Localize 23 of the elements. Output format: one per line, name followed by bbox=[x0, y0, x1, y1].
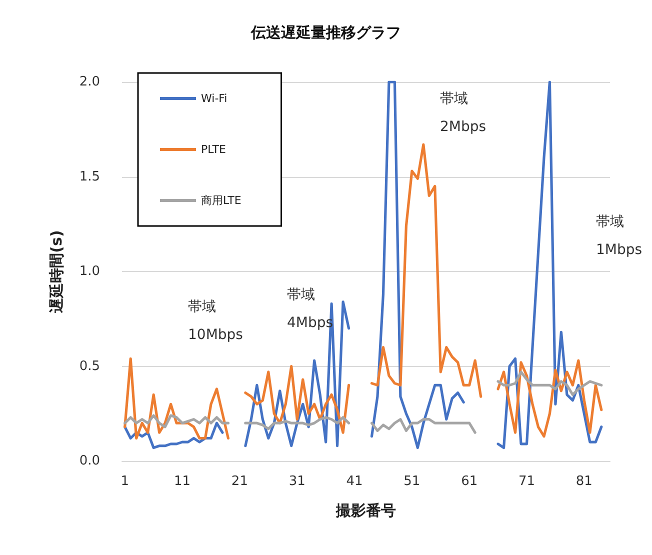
x-axis-title: 撮影番号 bbox=[335, 502, 396, 520]
y-tick-label: 0.5 bbox=[79, 358, 100, 374]
legend-label: PLTE bbox=[201, 143, 226, 156]
x-tick-label: 11 bbox=[174, 474, 191, 489]
chart-title: 伝送遅延量推移グラフ bbox=[250, 24, 401, 42]
legend-label: Wi-Fi bbox=[201, 92, 228, 105]
x-tick-label: 81 bbox=[576, 474, 592, 489]
y-tick-label: 0.0 bbox=[79, 454, 100, 468]
x-tick-label: 31 bbox=[288, 474, 306, 489]
annotation: 帯域 2Mbps bbox=[440, 91, 486, 135]
x-tick-label: 41 bbox=[346, 474, 363, 489]
y-tick-label: 2.0 bbox=[79, 74, 100, 90]
legend-label: 商用LTE bbox=[201, 194, 242, 207]
annotation: 帯域 10Mbps bbox=[188, 299, 243, 343]
x-tick-label: 1 bbox=[120, 474, 130, 489]
y-tick-label: 1.5 bbox=[79, 169, 100, 184]
x-tick-label: 51 bbox=[404, 474, 420, 489]
y-axis-title: 遅延時間(s) bbox=[48, 230, 66, 314]
annotation: 帯域 1Mbps bbox=[596, 214, 642, 258]
y-tick-label: 1.0 bbox=[79, 264, 100, 279]
x-tick-label: 21 bbox=[231, 474, 248, 489]
x-tick-label: 71 bbox=[518, 474, 536, 489]
x-tick-label: 61 bbox=[461, 474, 478, 489]
